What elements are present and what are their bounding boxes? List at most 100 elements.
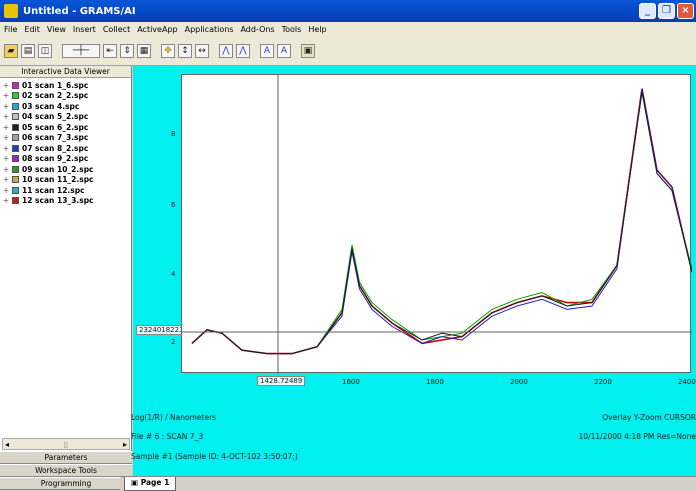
programming-button[interactable]: Programming xyxy=(0,477,132,490)
toolbar-separator xyxy=(212,44,216,58)
menu-view[interactable]: View xyxy=(46,24,66,34)
peak-pick-icon[interactable]: ⋀ xyxy=(219,43,233,58)
horizontal-scrollbar[interactable]: ◂ ▯ ▸ xyxy=(2,438,130,450)
y-tick-label: 8 xyxy=(171,130,176,138)
data-viewer-icon[interactable]: ▣ xyxy=(301,43,315,58)
tree-item[interactable]: +02 scan 2_2.spc xyxy=(2,91,89,101)
expand-icon[interactable]: + xyxy=(2,143,10,153)
swatch-icon xyxy=(12,123,19,131)
menu-help[interactable]: Help xyxy=(308,24,327,34)
tree-item[interactable]: +12 scan 13_3.spc xyxy=(2,196,94,206)
x-tick-label: 2000 xyxy=(510,378,528,386)
label-peak-icon[interactable]: A xyxy=(260,43,274,58)
swatch-icon xyxy=(12,134,19,142)
menu-edit[interactable]: Edit xyxy=(24,24,40,34)
tree-item[interactable]: +05 scan 6_2.spc xyxy=(2,122,89,132)
expand-icon[interactable]: + xyxy=(2,154,10,164)
menu-tools[interactable]: Tools xyxy=(281,24,302,34)
tree-item[interactable]: +09 scan 10_2.spc xyxy=(2,164,94,174)
swatch-icon xyxy=(12,165,19,173)
toolbar-separator xyxy=(154,44,158,58)
expand-icon[interactable]: + xyxy=(2,185,10,195)
spectrum-line xyxy=(191,88,693,355)
menu-file[interactable]: File xyxy=(4,24,18,34)
scroll-left-icon[interactable]: ◂ xyxy=(5,439,10,449)
spectrum-line xyxy=(191,91,693,355)
expand-icon[interactable]: + xyxy=(2,122,10,132)
y-tick-label: 2 xyxy=(171,338,176,346)
menu-insert[interactable]: Insert xyxy=(72,24,96,34)
tree-item[interactable]: +11 scan 12.spc xyxy=(2,185,85,195)
peak-compare-icon[interactable]: ⋀ xyxy=(236,43,250,58)
view-mode: Overlay Y-Zoom CURSOR xyxy=(602,413,696,422)
pan-icon[interactable]: ✥ xyxy=(161,43,175,58)
spectrum-plot[interactable] xyxy=(181,74,693,374)
tree-item[interactable]: +07 scan 8_2.spc xyxy=(2,143,89,153)
toolbar-separator xyxy=(294,44,298,58)
page-tab-bar: ▣ Page 1 xyxy=(120,476,696,491)
swatch-icon xyxy=(12,186,19,194)
spectrum-line xyxy=(191,88,693,355)
file-tree: +01 scan 1_6.spc +02 scan 2_2.spc +03 sc… xyxy=(0,78,131,206)
expand-icon[interactable]: + xyxy=(2,164,10,174)
expand-icon[interactable]: + xyxy=(2,133,10,143)
x-tick-label: 1600 xyxy=(342,378,360,386)
tree-item[interactable]: +01 scan 1_6.spc xyxy=(2,80,89,90)
scroll-right-icon[interactable]: ▸ xyxy=(122,439,127,449)
spectrum-line xyxy=(191,91,693,355)
menu-collect[interactable]: Collect xyxy=(102,24,131,34)
page-icon: ▣ xyxy=(131,478,141,487)
data-viewer-panel: Interactive Data Viewer +01 scan 1_6.spc… xyxy=(0,66,132,490)
close-icon[interactable]: × xyxy=(677,3,694,19)
y-tick-label: 4 xyxy=(171,270,176,278)
expand-icon[interactable]: + xyxy=(2,175,10,185)
workspace-tools-button[interactable]: Workspace Tools xyxy=(0,464,132,477)
scroll-thumb[interactable]: ▯ xyxy=(63,439,69,449)
expand-icon[interactable]: + xyxy=(2,80,10,90)
minimize-icon[interactable]: _ xyxy=(639,3,656,19)
range-slider-icon[interactable]: ─┼─ xyxy=(62,43,100,58)
x-expand-icon[interactable]: ⇤ xyxy=(103,43,117,58)
swatch-icon xyxy=(12,176,19,184)
zoom-box-icon[interactable]: ▦ xyxy=(137,43,151,58)
swatch-icon xyxy=(12,155,19,163)
print-icon[interactable]: ▤ xyxy=(21,43,35,58)
x-tick-label: 2200 xyxy=(594,378,612,386)
tab-page-1[interactable]: ▣ Page 1 xyxy=(124,477,177,491)
app-icon xyxy=(4,4,18,18)
window-title: Untitled - GRAMS/AI xyxy=(23,5,136,17)
menu-activeapp[interactable]: ActiveApp xyxy=(137,24,178,34)
expand-icon[interactable]: + xyxy=(2,196,10,206)
panel-title: Interactive Data Viewer xyxy=(0,66,131,78)
chart-icon[interactable]: ◫ xyxy=(38,43,52,58)
x-tick-label: 1800 xyxy=(426,378,444,386)
tree-item[interactable]: +06 scan 7_3.spc xyxy=(2,133,89,143)
y-expand-icon[interactable]: ⇕ xyxy=(120,43,134,58)
label-compare-icon[interactable]: A xyxy=(277,43,291,58)
menu-applications[interactable]: Applications xyxy=(184,24,234,34)
tree-item[interactable]: +04 scan 5_2.spc xyxy=(2,112,89,122)
swatch-icon xyxy=(12,81,19,89)
expand-icon[interactable]: + xyxy=(2,112,10,122)
spectrum-chart[interactable] xyxy=(182,75,693,374)
x-tick-label: 2400 xyxy=(678,378,696,386)
vertical-move-icon[interactable]: ↕ xyxy=(178,43,192,58)
expand-icon[interactable]: + xyxy=(2,91,10,101)
menu-addons[interactable]: Add-Ons xyxy=(240,24,275,34)
toolbar-separator xyxy=(253,44,257,58)
tree-item[interactable]: +08 scan 9_2.spc xyxy=(2,154,89,164)
tree-item[interactable]: +03 scan 4.spc xyxy=(2,101,80,111)
open-icon[interactable]: ▰ xyxy=(4,43,18,58)
swatch-icon xyxy=(12,102,19,110)
sample-info: Sample #1 (Sample ID: 4-OCT-102 3:50:07;… xyxy=(131,452,298,461)
expand-icon[interactable]: + xyxy=(2,101,10,111)
restore-icon[interactable]: ❐ xyxy=(658,3,675,19)
parameters-button[interactable]: Parameters xyxy=(0,451,132,464)
swatch-icon xyxy=(12,92,19,100)
cursor-y-readout: 2324018223 xyxy=(136,325,187,335)
swatch-icon xyxy=(12,113,19,121)
cursor-x-readout: 1428.72489 xyxy=(257,376,306,386)
tree-item[interactable]: +10 scan 11_2.spc xyxy=(2,175,94,185)
horizontal-move-icon[interactable]: ↔ xyxy=(195,43,209,58)
swatch-icon xyxy=(12,197,19,205)
